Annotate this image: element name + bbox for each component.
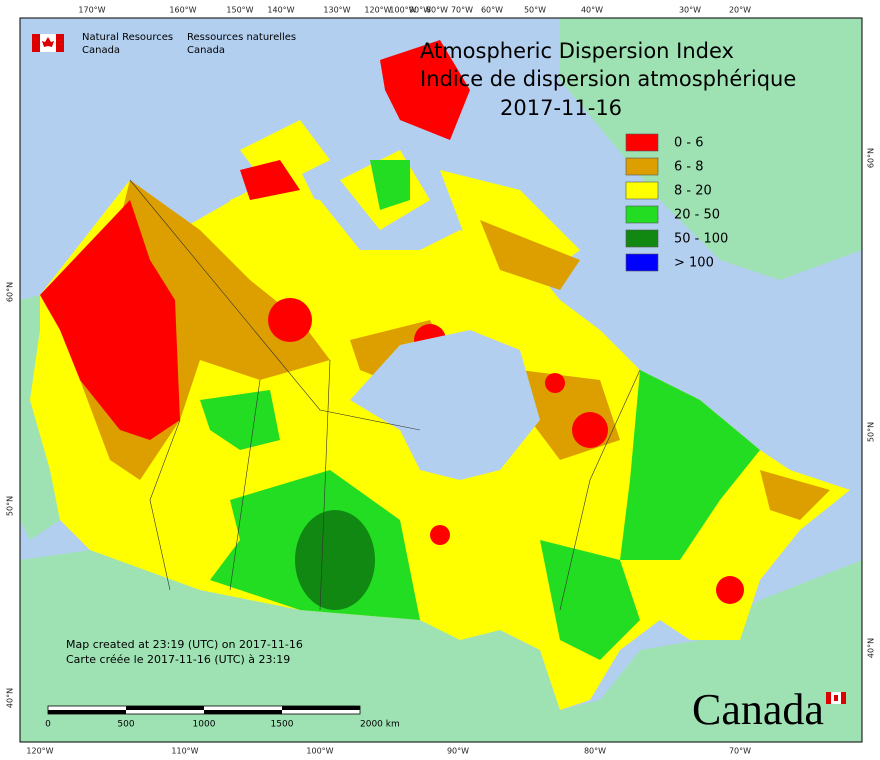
created-fr: Carte créée le 2017-11-16 (UTC) à 23:19 [66, 653, 290, 666]
lon-label: 20°W [729, 6, 751, 15]
scale-label: 1000 [193, 720, 216, 730]
lon-label: 90°W [409, 6, 431, 15]
lon-label: 120°W [364, 6, 391, 15]
lat-label: 40°N [6, 688, 15, 708]
lon-label: 100°W [306, 747, 333, 756]
red-spot [545, 373, 565, 393]
org-en: Natural Resources [82, 32, 173, 43]
legend: 0 - 6 6 - 8 8 - 20 20 - 50 50 - 100 > 100 [625, 133, 728, 272]
legend-swatch [625, 229, 659, 248]
lon-label: 80°W [584, 747, 606, 756]
lon-label: 160°W [169, 6, 196, 15]
flag-bar [841, 692, 846, 704]
lon-label: 150°W [226, 6, 253, 15]
legend-label: 8 - 20 [674, 184, 712, 199]
red-spot [268, 298, 312, 342]
org-fr: Canada [187, 45, 225, 56]
red-spot [430, 525, 450, 545]
legend-label: > 100 [674, 256, 714, 271]
scale-label: 500 [117, 720, 134, 730]
canada-wordmark: Canada [692, 685, 846, 734]
scale-seg [126, 706, 204, 710]
legend-swatch [625, 205, 659, 224]
lat-label: 50°N [867, 422, 876, 442]
title-date: 2017-11-16 [500, 96, 622, 120]
legend-label: 0 - 6 [674, 136, 704, 151]
scale-seg [48, 710, 126, 714]
nrcan-logo: Natural Resources Canada Ressources natu… [32, 32, 296, 56]
lat-label: 50°N [6, 496, 15, 516]
title-fr: Indice de dispersion atmosphérique [420, 67, 796, 91]
lon-label: 170°W [78, 6, 105, 15]
org-en: Canada [82, 45, 120, 56]
scale-bar: 0 500 1000 1500 2000 km [45, 705, 400, 730]
lon-label: 60°W [481, 6, 503, 15]
wordmark: Canada [692, 685, 824, 734]
scale-label: 2000 km [360, 720, 400, 730]
map-area [19, 17, 863, 743]
scale-seg [204, 710, 282, 714]
lon-label: 130°W [323, 6, 350, 15]
scale-label: 0 [45, 720, 51, 730]
red-spot [572, 412, 608, 448]
map-frame [19, 17, 863, 743]
graticule-labels: 170°W 160°W 150°W 140°W 130°W 120°W100°W90°W8… [6, 6, 876, 756]
flag-bar [56, 34, 64, 52]
flag-bar [826, 692, 831, 704]
lon-label: 30°W [679, 6, 701, 15]
title-en: Atmospheric Dispersion Index [420, 39, 734, 63]
dark-green-zone [295, 510, 375, 610]
boundaries [129, 179, 641, 611]
legend-label: 20 - 50 [674, 208, 720, 223]
lon-label: 70°W [729, 747, 751, 756]
lon-label: 40°W [581, 6, 603, 15]
legend-swatch [625, 157, 659, 176]
lat-label: 40°N [867, 638, 876, 658]
red-north [240, 40, 470, 200]
lon-label: 70°W [451, 6, 473, 15]
lon-label: 100°W [389, 6, 416, 15]
scale-seg [282, 706, 360, 710]
org-fr: Ressources naturelles [187, 32, 296, 43]
lon-label: 50°W [524, 6, 546, 15]
legend-label: 6 - 8 [674, 160, 704, 175]
legend-swatch [625, 181, 659, 200]
lon-label: 110°W [171, 747, 198, 756]
maple-leaf [834, 695, 838, 701]
lon-label: 140°W [267, 6, 294, 15]
legend-swatch [625, 133, 659, 152]
legend-label: 50 - 100 [674, 232, 728, 247]
created-en: Map created at 23:19 (UTC) on 2017-11-16 [66, 638, 303, 651]
lat-label: 60°N [6, 282, 15, 302]
orange-zones [80, 180, 830, 520]
maple-leaf [42, 37, 54, 47]
lon-label: 120°W [26, 747, 53, 756]
red-spot [716, 576, 744, 604]
scale-label: 1500 [271, 720, 294, 730]
usa [20, 550, 862, 742]
greenland [560, 18, 862, 280]
lon-label: 80°W [426, 6, 448, 15]
red-west [40, 200, 180, 440]
lon-label: 90°W [447, 747, 469, 756]
hudson-bay [350, 330, 540, 480]
legend-swatch [625, 253, 659, 272]
lat-label: 60°N [867, 148, 876, 168]
flag-bar [32, 34, 40, 52]
